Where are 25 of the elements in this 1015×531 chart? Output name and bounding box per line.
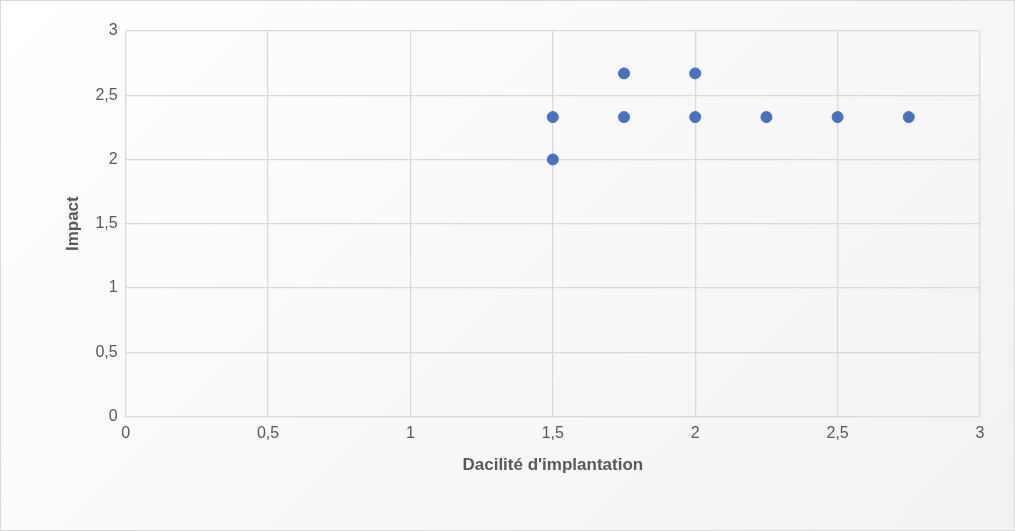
x-tick-label: 0,5 (256, 424, 280, 442)
y-tick-label: 2,5 (95, 85, 118, 103)
y-tick-label: 1 (108, 278, 118, 296)
y-tick-label: 3 (108, 21, 118, 39)
point (618, 67, 631, 80)
x-axis-title: Dacilité d'implantation (462, 455, 644, 475)
x-tick-label: 1,5 (541, 424, 565, 442)
point (546, 111, 559, 124)
y-axis-title: Impact (62, 195, 82, 252)
x-tick-label: 0 (121, 424, 131, 442)
x-tick-label: 2 (690, 424, 700, 442)
y-tick-label: 0 (108, 406, 118, 424)
point (689, 67, 702, 80)
point (546, 153, 559, 166)
x-tick-label: 2,5 (826, 424, 849, 442)
y-tick-label: 1,5 (95, 214, 118, 232)
point (760, 111, 773, 124)
x-tick-label: 1 (405, 424, 415, 442)
point (689, 111, 702, 124)
point (618, 111, 631, 124)
point (831, 111, 844, 124)
y-tick-label: 0,5 (95, 342, 118, 360)
y-tick-label: 2 (108, 149, 118, 167)
point (902, 111, 915, 124)
x-tick-label: 3 (975, 424, 985, 442)
